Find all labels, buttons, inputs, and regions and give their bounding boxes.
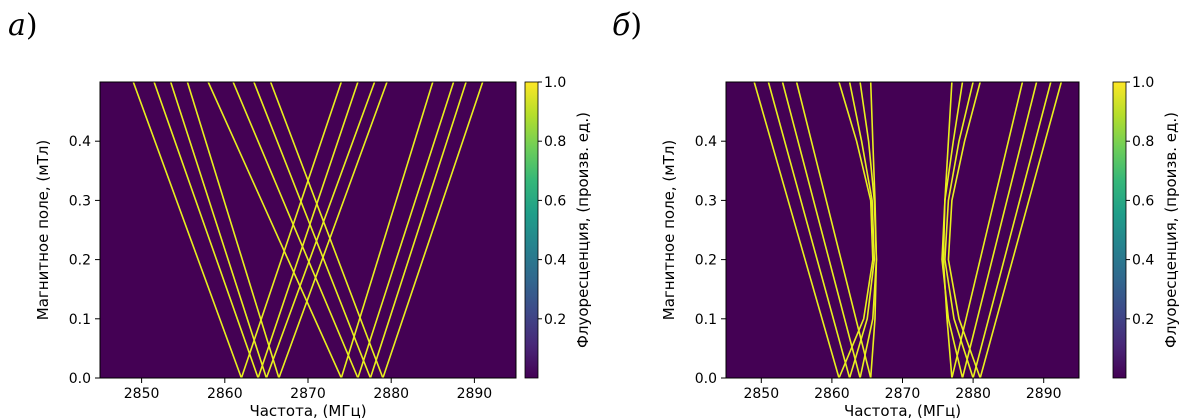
resonance-line-11 <box>265 82 376 378</box>
colorbar-tick-label: 0.4 <box>1132 253 1154 269</box>
colorbar-tick-label: 1.0 <box>544 75 566 91</box>
panel-letter-b: б <box>612 8 631 43</box>
colorbar-tick-label: 0.6 <box>1132 193 1154 209</box>
resonance-line-6 <box>232 82 359 378</box>
resonance-line-5 <box>951 82 1024 378</box>
colorbar-tick-label: 0.8 <box>544 134 566 150</box>
x-axis-label: Частота, (МГц) <box>844 402 961 420</box>
resonance-line-1 <box>753 82 840 378</box>
x-tick-label: 2890 <box>1026 386 1062 402</box>
colorbar-tick-label: 0.2 <box>1132 312 1154 328</box>
y-tick-label: 0.0 <box>695 371 717 387</box>
resonance-line-16 <box>947 82 981 378</box>
x-tick-label: 2880 <box>955 386 991 402</box>
x-tick-label: 2890 <box>457 386 493 402</box>
resonance-line-6 <box>961 82 1038 378</box>
y-axis-label: Магнитное поле, (мТл) <box>660 140 678 320</box>
resonance-line-10 <box>257 82 359 378</box>
y-axis-label: Магнитное поле, (мТл) <box>34 140 52 320</box>
resonance-line-14 <box>357 82 455 378</box>
x-tick-label: 2850 <box>743 386 779 402</box>
panel-paren-a: ) <box>25 8 38 43</box>
x-tick-label: 2870 <box>885 386 921 402</box>
resonance-line-10 <box>848 82 876 378</box>
colorbar-tick-label: 0.6 <box>544 193 566 209</box>
y-tick-label: 0.3 <box>69 193 91 209</box>
y-tick-label: 0.1 <box>69 312 91 328</box>
y-tick-label: 0.0 <box>69 371 91 387</box>
resonance-line-8 <box>269 82 384 378</box>
resonance-line-8 <box>979 82 1063 378</box>
resonance-line-3 <box>169 82 268 378</box>
panel-letter-a: а <box>8 8 26 43</box>
resonance-line-5 <box>207 82 343 378</box>
chart-panel-a: 2850 2860 2870 2880 2890 0.0 0.1 0.2 0.3 0.4 Часто… <box>34 75 592 420</box>
resonance-lines <box>753 82 1063 378</box>
colorbar-label: Флуоресценция, (произв. ед.) <box>574 112 592 348</box>
colorbar <box>1112 81 1127 379</box>
resonance-line-7 <box>253 82 372 378</box>
resonance-line-12 <box>278 82 388 378</box>
x-tick-label: 2850 <box>124 386 160 402</box>
resonance-line-16 <box>382 82 484 378</box>
resonance-line-1 <box>132 82 243 378</box>
resonance-line-9 <box>240 82 343 378</box>
x-axis-label: Частота, (МГц) <box>249 402 366 420</box>
y-tick-label: 0.1 <box>695 312 717 328</box>
colorbar <box>524 81 539 379</box>
panel-paren-b: ) <box>630 8 643 43</box>
colorbar-label: Флуоресценция, (произв. ед.) <box>1162 112 1180 348</box>
resonance-line-14 <box>941 82 964 378</box>
resonance-line-12 <box>869 82 878 378</box>
resonance-line-15 <box>369 82 467 378</box>
resonance-line-7 <box>972 82 1052 378</box>
colorbar-tick-label: 1.0 <box>1132 75 1154 91</box>
y-tick-label: 0.2 <box>69 253 91 269</box>
y-tick-label: 0.3 <box>695 193 717 209</box>
resonance-line-4 <box>186 82 280 378</box>
x-tick-label: 2860 <box>814 386 850 402</box>
chart-panel-b: 2850 2860 2870 2880 2890 0.0 0.1 0.2 0.3 0.4 Часто… <box>660 75 1180 420</box>
resonance-lines <box>132 82 484 378</box>
resonance-line-2 <box>153 82 259 378</box>
resonance-line-9 <box>838 82 874 378</box>
y-tick-label: 0.4 <box>695 134 717 150</box>
x-tick-label: 2880 <box>373 386 409 402</box>
colorbar-tick-label: 0.4 <box>544 253 566 269</box>
resonance-line-2 <box>767 82 851 378</box>
resonance-line-13 <box>340 82 434 378</box>
resonance-line-4 <box>795 82 872 378</box>
y-tick-label: 0.4 <box>69 134 91 150</box>
resonance-line-15 <box>944 82 974 378</box>
x-tick-label: 2860 <box>207 386 243 402</box>
y-tick-label: 0.2 <box>695 253 717 269</box>
x-tick-label: 2870 <box>290 386 326 402</box>
colorbar-tick-label: 0.2 <box>544 312 566 328</box>
panel-label-a: а) <box>8 8 38 43</box>
colorbar-tick-label: 0.8 <box>1132 134 1154 150</box>
panel-label-b: б) <box>612 8 642 43</box>
resonance-line-3 <box>781 82 861 378</box>
